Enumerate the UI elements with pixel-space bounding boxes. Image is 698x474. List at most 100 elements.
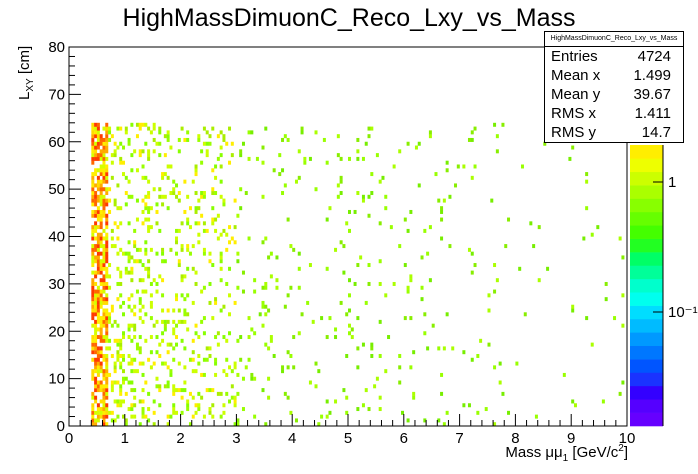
heatmap-cell — [147, 418, 151, 423]
heatmap-cell — [119, 342, 123, 347]
heatmap-cell — [233, 198, 237, 203]
heatmap-cell — [91, 342, 95, 347]
heatmap-cell — [348, 293, 351, 298]
heatmap-cell — [152, 187, 156, 192]
heatmap-cell — [247, 156, 251, 161]
heatmap-cell — [155, 384, 159, 389]
heatmap-cell — [253, 376, 257, 381]
heatmap-cell — [147, 153, 151, 158]
heatmap-cell — [96, 372, 100, 377]
heatmap-cell — [116, 342, 120, 347]
heatmap-cell — [197, 403, 201, 408]
heatmap-cell — [214, 217, 218, 222]
heatmap-cell — [172, 407, 176, 412]
heatmap-cell — [135, 259, 139, 264]
heatmap-cell — [177, 308, 181, 313]
heatmap-cell — [94, 293, 98, 298]
heatmap-cell — [163, 361, 167, 366]
heatmap-cell — [158, 126, 162, 131]
heatmap-cell — [149, 300, 153, 305]
heatmap-cell — [216, 236, 220, 241]
heatmap-cell — [328, 206, 332, 211]
heatmap-cell — [99, 266, 103, 271]
heatmap-cell — [99, 137, 103, 142]
heatmap-cell — [105, 145, 109, 150]
color-scale-segment — [630, 225, 663, 239]
heatmap-cell — [275, 255, 279, 260]
heatmap-cell — [113, 149, 117, 154]
heatmap-cell — [172, 403, 176, 408]
heatmap-cell — [147, 179, 151, 184]
heatmap-cell — [110, 418, 114, 423]
heatmap-cell — [161, 308, 165, 313]
heatmap-cell — [102, 255, 106, 260]
heatmap-cell — [105, 175, 109, 180]
heatmap-cell — [214, 300, 218, 305]
heatmap-cell — [102, 145, 106, 150]
x-tick-label: 10 — [619, 430, 636, 447]
heatmap-cell — [91, 156, 95, 161]
heatmap-cell — [110, 134, 114, 139]
heatmap-cell — [470, 270, 474, 275]
heatmap-cell — [96, 209, 100, 214]
heatmap-cell — [91, 308, 95, 313]
heatmap-cell — [208, 141, 212, 146]
heatmap-cell — [462, 164, 466, 169]
heatmap-cell — [105, 179, 109, 184]
heatmap-cell — [520, 164, 524, 169]
heatmap-cell — [135, 168, 139, 173]
heatmap-cell — [99, 293, 103, 298]
heatmap-cell — [219, 308, 223, 313]
heatmap-cell — [158, 187, 162, 192]
heatmap-cell — [147, 194, 151, 199]
heatmap-cell — [108, 274, 112, 279]
heatmap-cell — [222, 335, 226, 340]
heatmap-cell — [105, 369, 109, 374]
heatmap-cell — [91, 130, 95, 135]
heatmap-cell — [96, 259, 100, 264]
heatmap-cell — [445, 410, 449, 415]
heatmap-cell — [166, 414, 170, 419]
heatmap-cell — [147, 270, 151, 275]
heatmap-cell — [292, 335, 296, 340]
heatmap-cell — [169, 145, 173, 150]
heatmap-cell — [113, 244, 117, 249]
heatmap-cell — [110, 323, 114, 328]
heatmap-cell — [113, 365, 117, 370]
heatmap-cell — [91, 293, 95, 298]
heatmap-cell — [211, 187, 215, 192]
heatmap-cell — [585, 172, 589, 177]
heatmap-cell — [105, 217, 109, 222]
x-tick-label: 3 — [232, 430, 240, 447]
heatmap-cell — [200, 319, 204, 324]
heatmap-cell — [228, 399, 232, 404]
heatmap-cell — [119, 338, 123, 343]
heatmap-cell — [236, 213, 240, 218]
heatmap-cell — [102, 308, 106, 313]
heatmap-cell — [166, 342, 170, 347]
heatmap-cell — [99, 134, 103, 139]
heatmap-cell — [269, 251, 273, 256]
heatmap-cell — [175, 251, 179, 256]
heatmap-cell — [94, 141, 98, 146]
heatmap-cell — [91, 202, 95, 207]
heatmap-cell — [236, 251, 240, 256]
heatmap-cell — [445, 168, 449, 173]
heatmap-cell — [108, 198, 112, 203]
heatmap-cell — [222, 369, 226, 374]
heatmap-cell — [417, 141, 421, 146]
heatmap-cell — [105, 384, 109, 389]
heatmap-cell — [99, 335, 103, 340]
color-scale-segment — [630, 198, 663, 213]
heatmap-cell — [102, 357, 106, 362]
heatmap-cell — [409, 274, 413, 279]
heatmap-cell — [345, 395, 349, 400]
heatmap-cell — [108, 372, 112, 377]
heatmap-cell — [96, 183, 100, 188]
x-tick-label: 9 — [567, 430, 575, 447]
heatmap-cell — [127, 221, 131, 226]
heatmap-cell — [325, 266, 329, 271]
heatmap-cell — [94, 202, 98, 207]
heatmap-cell — [138, 247, 142, 252]
heatmap-cell — [102, 160, 106, 165]
